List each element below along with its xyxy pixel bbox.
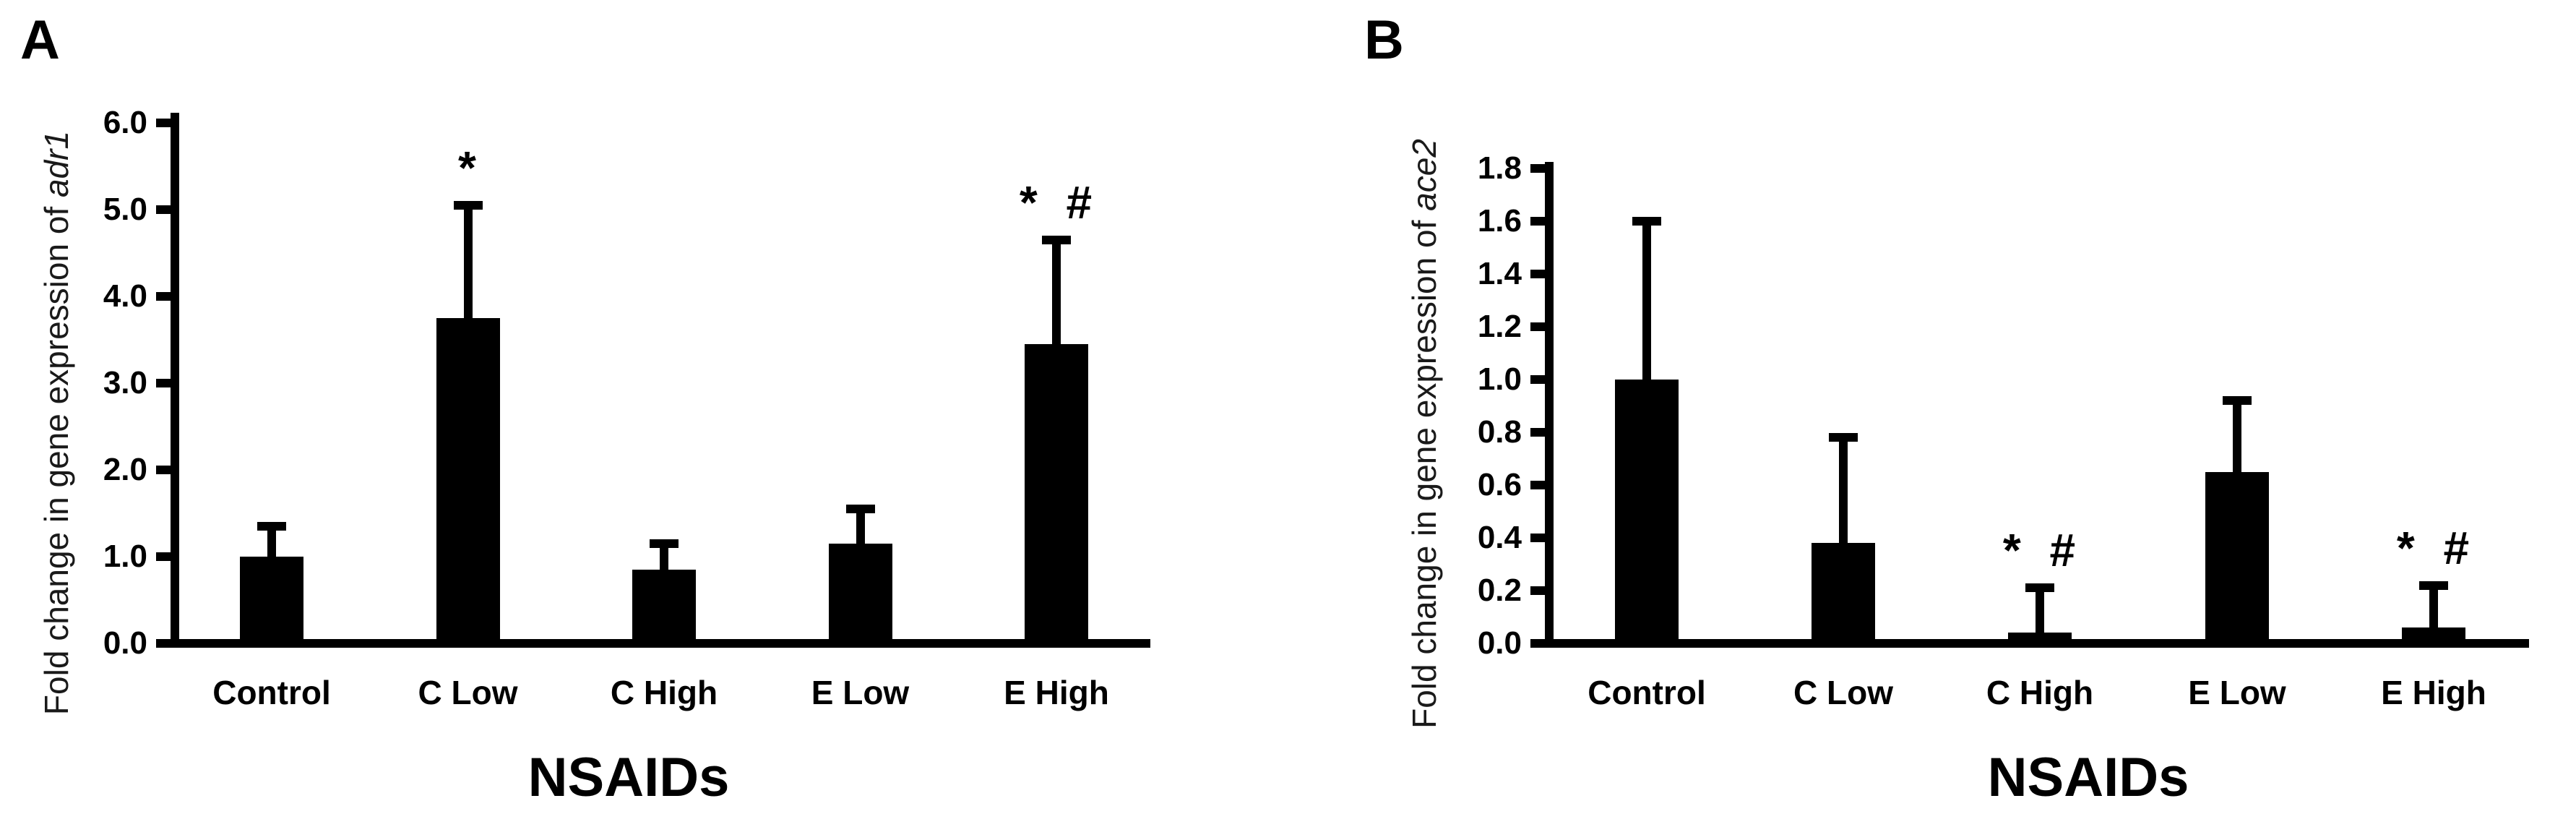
error-cap-control	[257, 522, 286, 531]
y-tick	[1530, 481, 1545, 489]
y-tick	[1530, 322, 1545, 331]
y-tick	[1530, 164, 1545, 173]
y-tick	[1530, 639, 1545, 648]
y-tick	[156, 119, 171, 127]
error-cap-c-low	[1829, 433, 1858, 442]
bar-c-high	[632, 570, 696, 648]
y-tick-label: 6.0	[103, 105, 147, 140]
bar-control	[240, 557, 303, 648]
y-tick	[1530, 586, 1545, 595]
y-tick	[1530, 375, 1545, 384]
y-tick	[156, 205, 171, 214]
y-tick-label: 5.0	[103, 192, 147, 227]
panel-a-y-axis-label-text: Fold change in gene expression of	[38, 197, 75, 716]
y-tick	[1530, 428, 1545, 437]
y-tick	[1530, 534, 1545, 542]
bar-e-high	[1025, 344, 1088, 648]
y-tick-label: 0.6	[1477, 467, 1522, 502]
significance-annotation-e-high: * #	[2396, 521, 2471, 574]
category-label-e-low: E Low	[2188, 674, 2286, 711]
y-tick	[156, 552, 171, 561]
bar-c-low	[1812, 543, 1875, 648]
panel-a-x-axis-title: NSAIDs	[527, 747, 730, 808]
y-tick	[156, 466, 171, 474]
bar-e-high	[2402, 627, 2465, 648]
error-cap-c-high	[650, 539, 679, 548]
category-label-c-high: C High	[610, 674, 718, 711]
y-tick-label: 1.0	[1477, 361, 1522, 397]
error-bar-c-high	[2036, 588, 2044, 643]
y-tick	[156, 639, 171, 648]
y-tick-label: 0.0	[1477, 625, 1522, 661]
error-cap-c-low	[453, 201, 483, 210]
panel-a-gene-name: adr1	[38, 130, 75, 198]
y-tick-label: 1.8	[1477, 150, 1522, 186]
y-tick	[1530, 270, 1545, 278]
category-label-e-high: E High	[2381, 674, 2486, 711]
error-cap-c-high	[2025, 583, 2054, 593]
y-tick	[1530, 217, 1545, 226]
y-tick	[156, 292, 171, 301]
y-tick-label: 1.0	[103, 539, 147, 574]
category-label-c-high: C High	[1986, 674, 2094, 711]
panel-b-x-axis-title: NSAIDs	[1987, 747, 2189, 808]
bar-c-high	[2008, 633, 2072, 648]
error-cap-e-high	[2419, 580, 2448, 590]
y-tick-label: 0.0	[103, 625, 147, 661]
bar-control	[1615, 380, 1679, 648]
bar-e-low	[2205, 471, 2269, 648]
y-tick-label: 0.4	[1477, 520, 1522, 555]
significance-annotation-c-low: *	[458, 142, 478, 194]
error-cap-e-high	[1042, 236, 1071, 244]
significance-annotation-e-high: * #	[1019, 176, 1094, 228]
y-tick-label: 1.6	[1477, 203, 1522, 239]
bar-c-low	[436, 318, 500, 648]
panel-b-gene-name: ace2	[1405, 139, 1443, 211]
category-label-control: Control	[1588, 674, 1706, 711]
panel-b-y-axis-label: Fold change in gene expression of ace2	[1405, 139, 1443, 729]
bar-e-low	[828, 544, 892, 648]
category-label-e-low: E Low	[811, 674, 910, 711]
error-cap-e-low	[845, 505, 875, 513]
panel-b-y-axis-label-text: Fold change in gene expression of	[1405, 210, 1443, 729]
panel-a-letter: A	[20, 9, 60, 71]
y-tick-label: 1.4	[1477, 256, 1522, 291]
y-tick-label: 4.0	[103, 278, 147, 314]
y-tick-label: 0.8	[1477, 414, 1522, 450]
y-tick-label: 0.2	[1477, 573, 1522, 608]
category-label-control: Control	[212, 674, 331, 711]
y-tick-label: 2.0	[103, 452, 147, 487]
category-label-c-low: C Low	[1793, 674, 1893, 711]
y-axis	[171, 113, 179, 648]
y-tick	[156, 379, 171, 387]
y-tick-label: 3.0	[103, 365, 147, 400]
error-cap-e-low	[2223, 396, 2252, 406]
significance-annotation-c-high: * #	[2002, 524, 2077, 577]
panel-b-letter: B	[1364, 9, 1404, 71]
panel-a-y-axis-label: Fold change in gene expression of adr1	[38, 130, 75, 716]
y-tick-label: 1.2	[1477, 309, 1522, 344]
y-axis	[1545, 162, 1554, 648]
error-cap-control	[1632, 217, 1661, 226]
category-label-e-high: E High	[1004, 674, 1109, 711]
category-label-c-low: C Low	[418, 674, 518, 711]
